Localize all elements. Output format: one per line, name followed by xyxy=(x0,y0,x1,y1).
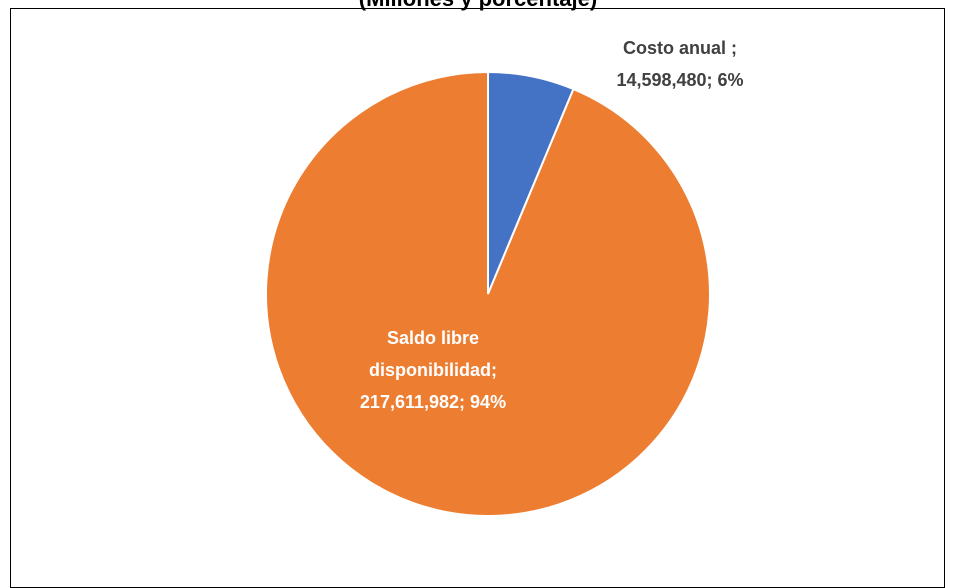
label-percent: 94% xyxy=(470,392,507,412)
data-label: Saldo libre disponibilidad; 217,611,982;… xyxy=(343,322,523,418)
label-category: Saldo libre disponibilidad; xyxy=(369,328,497,380)
label-value: 14,598,480; xyxy=(616,70,713,90)
label-category: Costo anual ; xyxy=(622,38,737,58)
data-label: Costo anual ; 14,598,480; 6% xyxy=(585,32,775,96)
chart-title: (Millones y porcentaje) xyxy=(0,0,956,12)
label-percent: 6% xyxy=(717,70,744,90)
pie-slice xyxy=(265,70,711,517)
label-value: 217,611,982; xyxy=(359,392,466,412)
